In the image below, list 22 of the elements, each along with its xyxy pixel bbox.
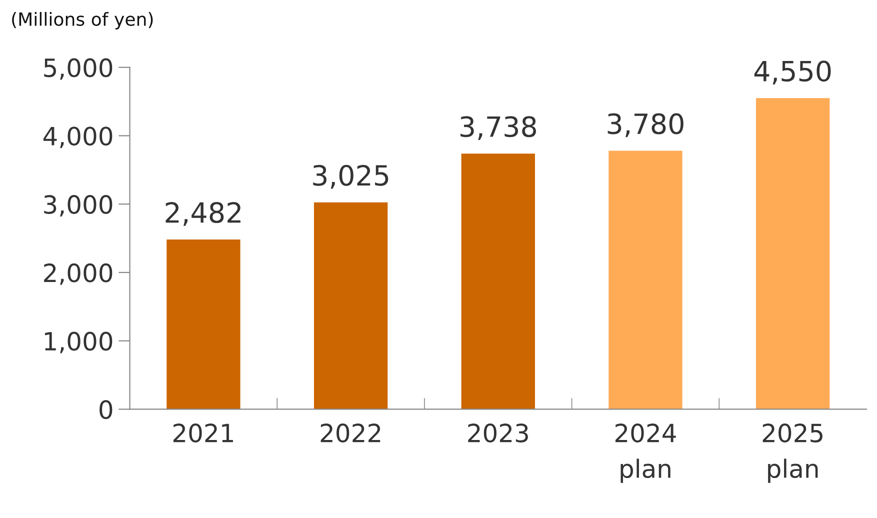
bar (166, 240, 240, 410)
x-tick-label: 2022 (320, 424, 380, 442)
y-tick-label: 1,000 (45, 332, 112, 354)
y-tick-label: 5,000 (44, 58, 112, 80)
data-label: 3,738 (460, 116, 536, 140)
x-tick-label: 2025 plan (762, 424, 822, 483)
y-tick-label: 2,000 (44, 263, 112, 285)
bar (314, 202, 388, 410)
bar (461, 154, 535, 410)
y-tick-label: 0 (100, 400, 112, 420)
data-label: 3,025 (313, 164, 388, 189)
bar (608, 150, 682, 410)
data-label: 3,780 (608, 113, 684, 138)
data-label: 4,550 (754, 60, 831, 84)
x-tick-label: 2021 (173, 424, 233, 442)
x-tick-label: 2024 plan (615, 424, 676, 483)
y-axis-title: (Millions of yen) (12, 12, 153, 30)
data-label: 2,482 (166, 202, 240, 226)
bar (756, 98, 830, 410)
y-tick-label: 3,000 (44, 195, 112, 216)
y-tick-label: 4,000 (43, 126, 112, 148)
x-tick-label: 2023 (468, 424, 528, 442)
